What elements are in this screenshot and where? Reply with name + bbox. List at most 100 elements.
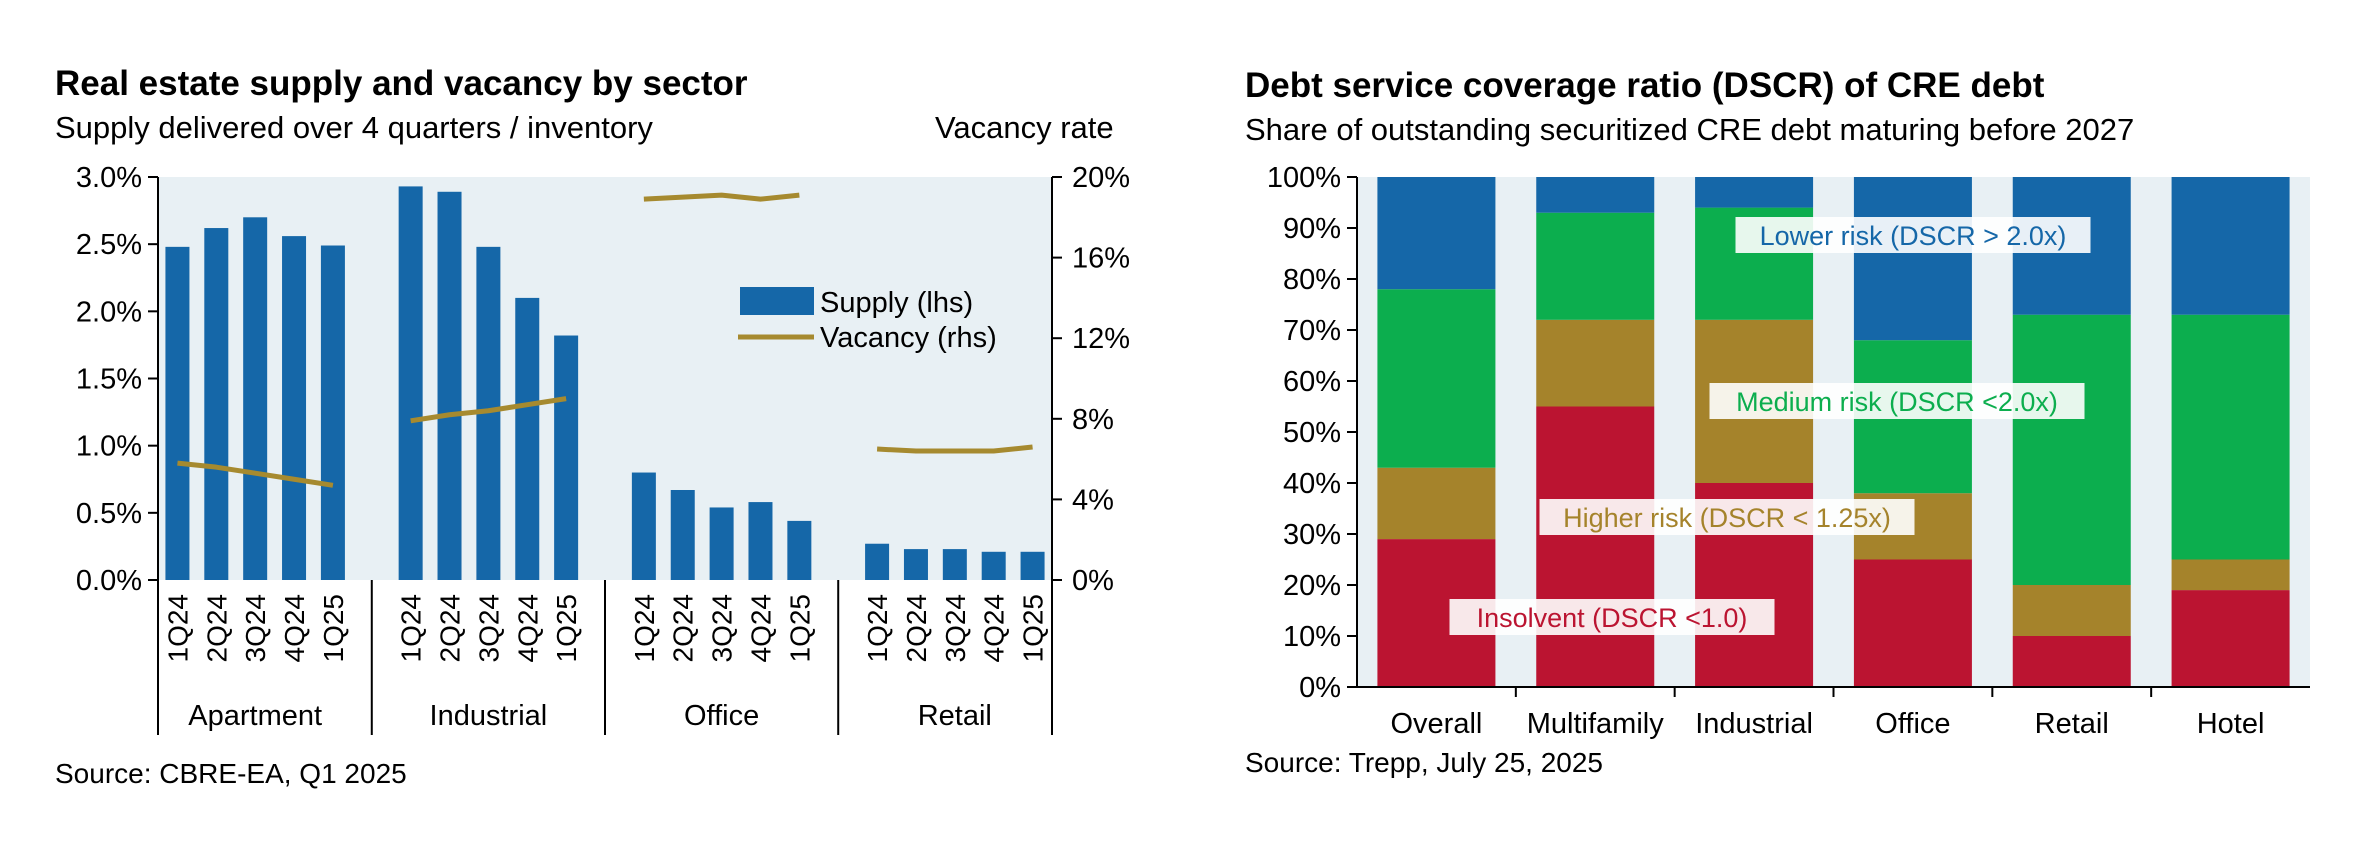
- series-label: Lower risk (DSCR > 2.0x): [1760, 221, 2067, 251]
- series-label-background: [1709, 383, 2085, 419]
- stack-segment: [2171, 590, 2290, 687]
- x-tick-label: Industrial: [1695, 708, 1813, 740]
- stack-segment: [2171, 559, 2290, 591]
- stack-segment: [1695, 177, 1814, 208]
- y-tick-label: 90%: [1283, 213, 1341, 245]
- stack-segment: [2012, 585, 2131, 636]
- vacancy-line: [643, 192, 800, 202]
- x-tick-label: 1Q24: [629, 594, 660, 663]
- stack-segment: [2171, 314, 2290, 560]
- stack-segment: [1853, 177, 1972, 341]
- legend-supply-swatch: [740, 287, 814, 315]
- x-tick-label: 2Q24: [901, 594, 932, 663]
- y-left-tick-label: 2.0%: [76, 296, 142, 328]
- x-tick-label: 1Q25: [1018, 594, 1049, 663]
- y-right-tick-label: 8%: [1072, 404, 1114, 436]
- x-tick-label: 2Q24: [435, 594, 466, 663]
- x-tick-label: Multifamily: [1527, 708, 1664, 740]
- chart-subtitle: Share of outstanding securitized CRE deb…: [1245, 112, 2135, 147]
- chart-source: Source: CBRE-EA, Q1 2025: [55, 758, 407, 789]
- x-tick-label: 1Q24: [862, 594, 893, 663]
- chart-title: Debt service coverage ratio (DSCR) of CR…: [1245, 66, 2045, 105]
- vacancy-line: [177, 460, 334, 488]
- y-tick-label: 80%: [1283, 264, 1341, 296]
- stack-segment: [1536, 177, 1655, 213]
- x-tick-label: 1Q25: [318, 594, 349, 663]
- series-label-background: [1539, 499, 1915, 535]
- stack-segment: [1536, 212, 1655, 320]
- supply-bar: [709, 507, 734, 580]
- dscr-chart: 0% 10% 20% 30% 40% 50% 60% 70% 80% 90% 100% Overall…: [1267, 162, 2310, 740]
- y-tick-label: 0%: [1299, 672, 1341, 704]
- supply-bar: [554, 335, 579, 580]
- y-left-tick-label: 3.0%: [76, 162, 142, 194]
- x-tick-label: Office: [1875, 708, 1950, 740]
- supply-bar: [1020, 551, 1045, 580]
- supply-bar: [865, 543, 890, 580]
- supply-bar: [437, 191, 462, 580]
- y-tick-label: 70%: [1283, 315, 1341, 347]
- chart-subtitle: Supply delivered over 4 quarters / inven…: [55, 110, 653, 145]
- x-tick-label: Overall: [1390, 708, 1482, 740]
- series-label-background: [1735, 217, 2091, 253]
- stack-segment: [1377, 289, 1496, 468]
- y-tick-label: 10%: [1283, 621, 1341, 653]
- vacancy-line: [876, 444, 1033, 454]
- y-left-tick-label: 0.5%: [76, 498, 142, 530]
- y-left-tick-label: 2.5%: [76, 229, 142, 261]
- y-tick-label: 40%: [1283, 468, 1341, 500]
- vacancy-line: [410, 396, 567, 424]
- supply-bar: [282, 236, 307, 580]
- right-axis-label: Vacancy rate: [935, 110, 1114, 145]
- stack-segment: [2012, 636, 2131, 687]
- series-label: Insolvent (DSCR <1.0): [1477, 603, 1748, 633]
- y-tick-label: 30%: [1283, 519, 1341, 551]
- y-left-tick-label: 0.0%: [76, 565, 142, 597]
- supply-bar: [165, 246, 190, 580]
- dscr-panel: Debt service coverage ratio (DSCR) of CR…: [1182, 0, 2364, 846]
- x-tick-label: 4Q24: [979, 594, 1010, 663]
- group-label: Retail: [918, 700, 992, 732]
- series-label-background: [1449, 599, 1775, 635]
- supply-bar: [981, 551, 1006, 580]
- x-tick-label: 3Q24: [707, 594, 738, 663]
- x-tick-label: 4Q24: [512, 594, 543, 663]
- y-right-tick-label: 12%: [1072, 323, 1130, 355]
- series-label: Higher risk (DSCR < 1.25x): [1563, 503, 1891, 533]
- supply-bar: [243, 217, 268, 581]
- supply-bar: [515, 297, 540, 580]
- supply-vacancy-chart: 0.0% 0.5% 1.0% 1.5% 2.0% 2.5% 3.0% 0% 4% 8% 12% 16%…: [76, 162, 1130, 735]
- plot-background: [158, 177, 1052, 580]
- stack-segment: [1853, 559, 1972, 687]
- supply-bar: [631, 472, 656, 580]
- y-right-tick-label: 4%: [1072, 484, 1114, 516]
- group-label: Industrial: [430, 700, 548, 732]
- y-tick-label: 20%: [1283, 570, 1341, 602]
- x-tick-label: 4Q24: [279, 594, 310, 663]
- legend-vacancy-label: Vacancy (rhs): [820, 322, 997, 354]
- supply-bar: [787, 520, 812, 580]
- supply-bar: [398, 186, 423, 581]
- x-tick-label: 3Q24: [940, 594, 971, 663]
- x-tick-label: 2Q24: [668, 594, 699, 663]
- supply-bar: [320, 245, 345, 580]
- stack-segment: [1377, 467, 1496, 540]
- supply-bar: [670, 489, 695, 580]
- y-right-tick-label: 20%: [1072, 162, 1130, 194]
- x-tick-label: 1Q25: [784, 594, 815, 663]
- stack-segment: [2171, 177, 2290, 315]
- y-right-tick-label: 16%: [1072, 243, 1130, 275]
- x-tick-label: 1Q25: [551, 594, 582, 663]
- y-tick-label: 60%: [1283, 366, 1341, 398]
- y-tick-label: 100%: [1267, 162, 1341, 194]
- x-tick-label: Hotel: [2197, 708, 2265, 740]
- chart-title: Real estate supply and vacancy by sector: [55, 64, 748, 103]
- stack-segment: [2012, 314, 2131, 585]
- y-left-tick-label: 1.5%: [76, 364, 142, 396]
- x-tick-label: 1Q24: [162, 594, 193, 663]
- x-tick-label: Retail: [2035, 708, 2109, 740]
- x-tick-label: 3Q24: [240, 594, 271, 663]
- y-tick-label: 50%: [1283, 417, 1341, 449]
- supply-bar: [204, 228, 229, 580]
- y-left-tick-label: 1.0%: [76, 431, 142, 463]
